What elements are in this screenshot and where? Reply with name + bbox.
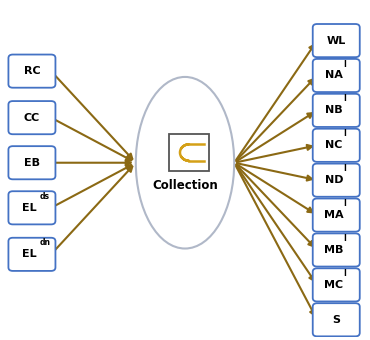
FancyBboxPatch shape [313, 303, 360, 336]
FancyBboxPatch shape [313, 164, 360, 197]
Text: ds: ds [39, 192, 49, 201]
FancyBboxPatch shape [313, 233, 360, 267]
Text: CC: CC [24, 113, 40, 123]
Text: I: I [343, 95, 346, 103]
FancyBboxPatch shape [169, 134, 209, 171]
FancyBboxPatch shape [9, 101, 56, 134]
Text: dn: dn [39, 238, 50, 248]
Text: MA: MA [324, 210, 344, 220]
Text: I: I [343, 164, 346, 173]
FancyBboxPatch shape [313, 129, 360, 162]
Text: NC: NC [325, 140, 343, 150]
Text: I: I [343, 234, 346, 243]
Text: ND: ND [325, 175, 343, 185]
Text: EL: EL [23, 203, 37, 213]
Text: Collection: Collection [152, 179, 218, 192]
Text: I: I [343, 199, 346, 208]
Text: EL: EL [23, 249, 37, 259]
Text: I: I [343, 269, 346, 278]
FancyBboxPatch shape [9, 54, 56, 88]
Text: NA: NA [325, 70, 343, 81]
Text: RC: RC [24, 66, 40, 76]
FancyBboxPatch shape [313, 94, 360, 127]
Text: WL: WL [327, 36, 346, 46]
FancyBboxPatch shape [313, 199, 360, 232]
Ellipse shape [136, 77, 234, 249]
FancyBboxPatch shape [9, 238, 56, 271]
FancyBboxPatch shape [313, 59, 360, 92]
Text: MC: MC [324, 280, 344, 290]
FancyBboxPatch shape [313, 268, 360, 302]
Text: I: I [343, 59, 346, 68]
FancyBboxPatch shape [9, 146, 56, 179]
Text: EB: EB [24, 158, 40, 168]
Text: MB: MB [324, 245, 344, 255]
Text: S: S [332, 315, 340, 325]
FancyBboxPatch shape [9, 191, 56, 224]
FancyBboxPatch shape [313, 24, 360, 57]
Text: NB: NB [325, 105, 343, 115]
Text: I: I [343, 129, 346, 138]
